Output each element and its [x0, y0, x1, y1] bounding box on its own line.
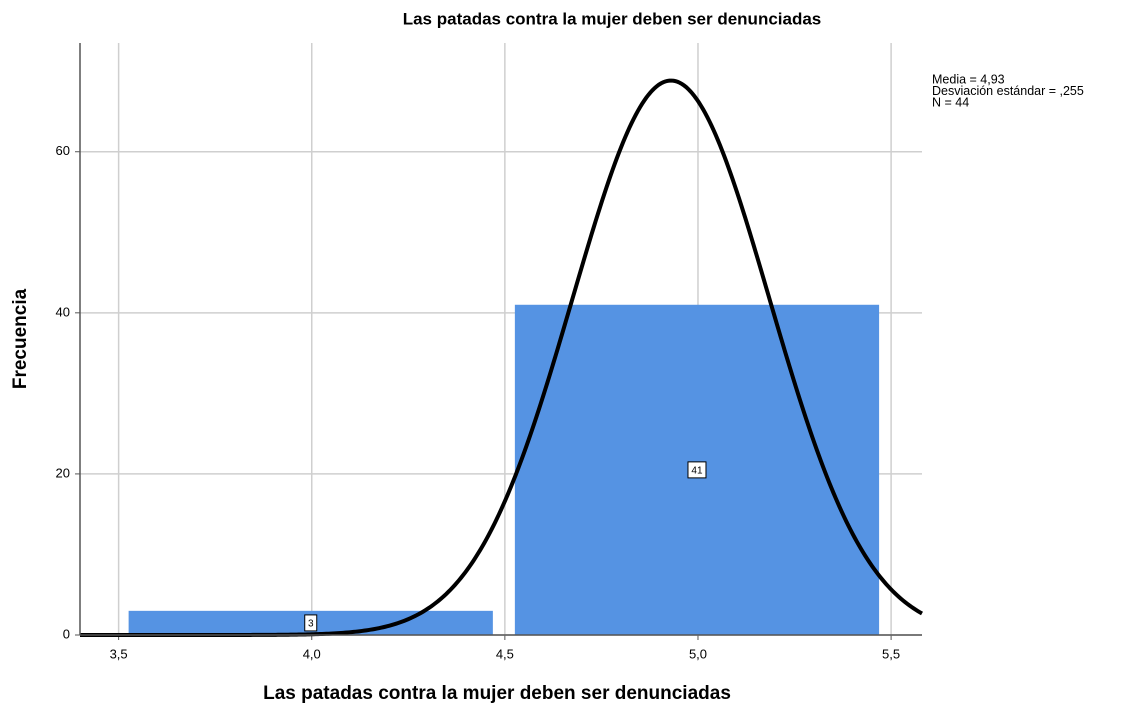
- annotation: N = 44: [932, 95, 969, 109]
- value-label-box: [687, 461, 707, 479]
- x-tick-label: 5,5: [882, 646, 900, 661]
- y-tick-label: 40: [56, 304, 70, 319]
- x-tick-label: 4,0: [303, 646, 321, 661]
- x-tick-label: 3,5: [110, 646, 128, 661]
- x-axis-title: Las patadas contra la mujer deben ser de…: [263, 683, 731, 704]
- x-tick-label: 4,5: [496, 646, 514, 661]
- value-label: 41: [691, 466, 703, 477]
- y-tick-label: 60: [56, 143, 70, 158]
- value-label: 3: [308, 619, 314, 630]
- annotation: Media = 4,93: [932, 72, 1005, 86]
- y-axis-title: Frecuencia: [10, 288, 31, 389]
- chart-title: Las patadas contra la mujer deben ser de…: [403, 9, 822, 28]
- annotation: Desviación estándar = ,255: [932, 84, 1084, 98]
- y-tick-label: 20: [56, 465, 70, 480]
- y-tick-label: 0: [63, 626, 70, 641]
- x-tick-label: 5,0: [689, 646, 707, 661]
- value-label-box: [304, 614, 318, 632]
